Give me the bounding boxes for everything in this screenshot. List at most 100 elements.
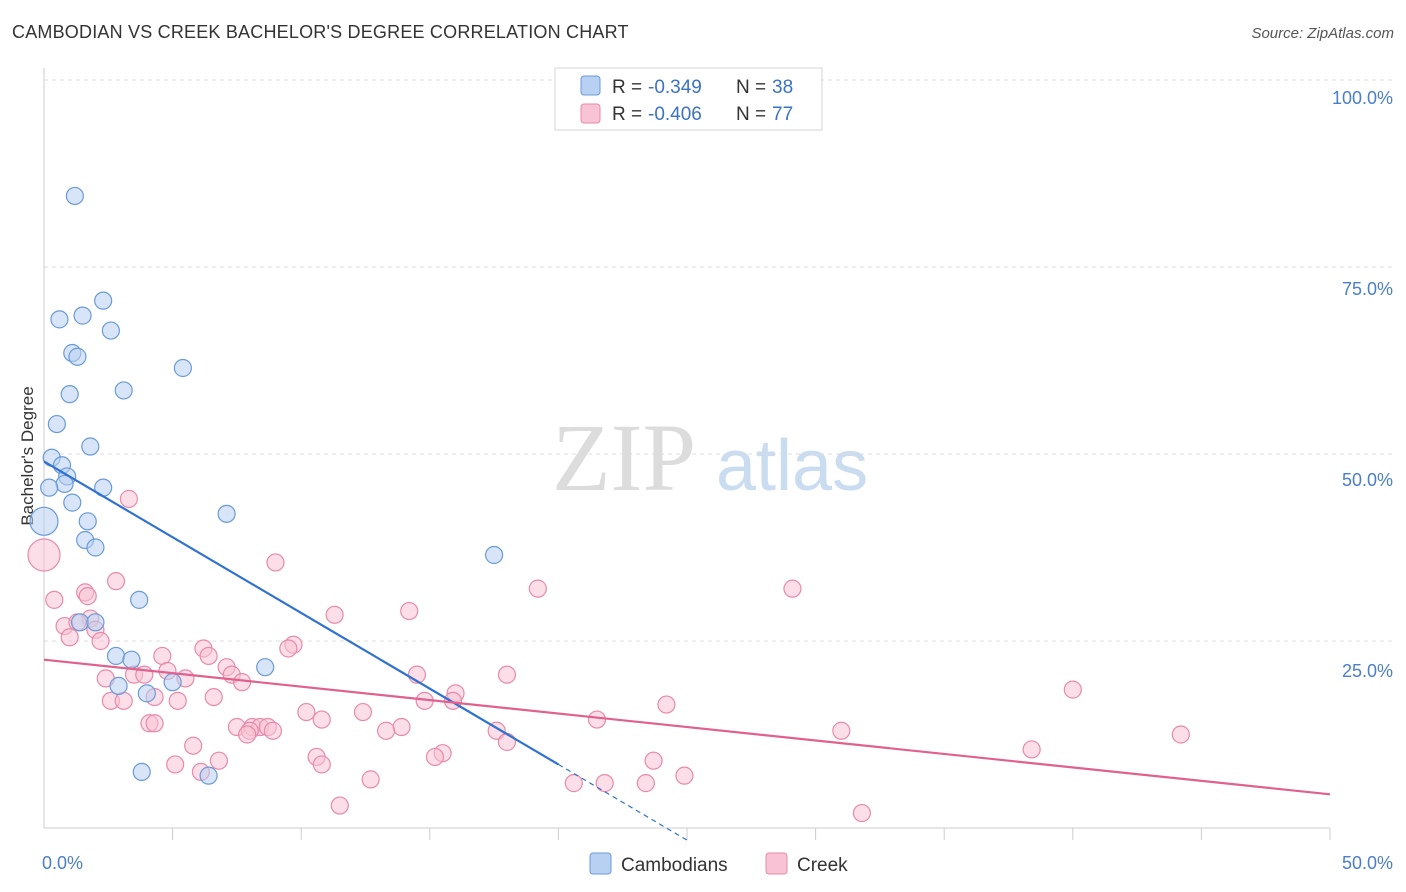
legend-swatch-creek	[580, 103, 601, 124]
cambodian-point	[60, 385, 79, 404]
creek-point	[361, 770, 380, 789]
bottom-legend-swatch-cambodians	[589, 852, 612, 875]
creek-point	[78, 587, 97, 606]
cambodian-point	[81, 437, 100, 456]
legend-r-value-cambodians: -0.349	[648, 77, 702, 98]
creek-point	[1022, 740, 1041, 759]
cambodian-point	[50, 310, 69, 329]
creek-point	[636, 774, 655, 793]
chart-title: CAMBODIAN VS CREEK BACHELOR'S DEGREE COR…	[12, 22, 629, 42]
creek-point	[106, 572, 126, 591]
creek-point	[644, 751, 663, 770]
cambodian-point	[86, 613, 105, 632]
x-tick-label-0: 0.0%	[42, 853, 83, 873]
legend-r-label-cambodians: R =	[612, 77, 642, 98]
cambodian-trend-line	[43, 460, 559, 766]
watermark-zip: ZIP	[552, 404, 696, 511]
legend-swatch-cambodians	[580, 75, 601, 96]
series-legend: Cambodians Creek	[589, 852, 848, 876]
creek-point	[1063, 680, 1082, 699]
bottom-legend-swatch-creek	[765, 852, 788, 875]
y-axis-label: Bachelor's Degree	[18, 386, 37, 525]
y-tick-label-75: 75.0%	[1342, 279, 1393, 299]
cambodian-point	[132, 762, 151, 782]
cambodian-point	[70, 613, 90, 632]
cambodian-point	[29, 506, 59, 536]
creek-point	[238, 725, 257, 744]
creek-point	[166, 755, 185, 774]
creek-point	[119, 489, 138, 508]
cambodian-points	[29, 186, 504, 785]
creek-point	[832, 721, 851, 740]
creek-point	[266, 553, 285, 572]
creek-point	[1171, 725, 1190, 744]
cambodian-point	[485, 545, 504, 565]
creek-point	[312, 755, 331, 774]
creek-point	[425, 747, 445, 767]
creek-point	[330, 796, 349, 815]
cambodian-point	[109, 676, 128, 695]
creek-point	[297, 702, 316, 722]
creek-point	[675, 766, 694, 785]
cambodian-trend-extension	[558, 763, 688, 841]
cambodian-point	[63, 493, 82, 512]
creek-point	[279, 639, 298, 658]
creek-point	[60, 628, 79, 647]
cambodian-point	[73, 306, 92, 325]
creek-point	[783, 579, 802, 598]
creek-point	[852, 803, 871, 823]
creek-point	[587, 710, 607, 729]
cambodian-point	[130, 590, 149, 609]
legend-n-value-cambodians: 38	[772, 77, 793, 98]
creek-point	[184, 736, 203, 755]
creek-point	[595, 774, 614, 793]
cambodian-point	[173, 358, 192, 378]
creek-point	[145, 714, 164, 733]
trend-lines	[43, 460, 1331, 841]
creek-point	[27, 538, 61, 572]
cambodian-point	[256, 658, 275, 677]
cambodian-point	[86, 538, 105, 557]
creek-point	[312, 710, 331, 729]
cambodian-point	[122, 650, 141, 669]
source-credit: Source: ZipAtlas.com	[1251, 25, 1394, 42]
legend-r-value-creek: -0.406	[648, 104, 702, 125]
cambodian-point	[47, 414, 66, 434]
legend-n-value-creek: 77	[772, 104, 793, 125]
creek-point	[497, 732, 517, 752]
creek-point	[199, 646, 218, 666]
creek-point	[45, 590, 64, 609]
legend-n-label-creek: N =	[736, 104, 766, 125]
creek-point	[209, 751, 228, 770]
creek-point	[400, 601, 419, 621]
cambodian-point	[78, 512, 97, 531]
cambodian-point	[106, 646, 126, 666]
creek-point	[497, 665, 517, 684]
watermark: ZIP atlas	[552, 404, 868, 511]
cambodian-point	[114, 381, 133, 400]
legend-n-label-cambodians: N =	[736, 77, 766, 98]
creek-trend-line	[43, 658, 1331, 796]
y-tick-label-50: 50.0%	[1342, 470, 1393, 490]
cambodian-point	[199, 766, 218, 785]
creek-point	[168, 691, 187, 710]
creek-point	[392, 717, 411, 737]
grid	[44, 79, 1393, 642]
bottom-legend-label-cambodians: Cambodians	[621, 855, 728, 876]
creek-point	[564, 774, 583, 793]
cambodian-point	[65, 186, 84, 206]
cambodian-point	[94, 291, 113, 310]
cambodian-point	[137, 684, 156, 703]
creek-point	[91, 631, 110, 651]
watermark-atlas: atlas	[716, 426, 868, 506]
cambodian-point	[217, 504, 236, 523]
legend-r-label-creek: R =	[612, 104, 642, 125]
cambodian-point	[163, 673, 182, 692]
creek-point	[325, 605, 344, 624]
creek-point	[263, 721, 283, 740]
x-ticks	[172, 828, 1331, 840]
creek-point	[528, 579, 547, 598]
x-tick-label-50: 50.0%	[1342, 853, 1393, 873]
correlation-legend: R = -0.349 N = 38 R = -0.406 N = 77	[554, 67, 823, 131]
